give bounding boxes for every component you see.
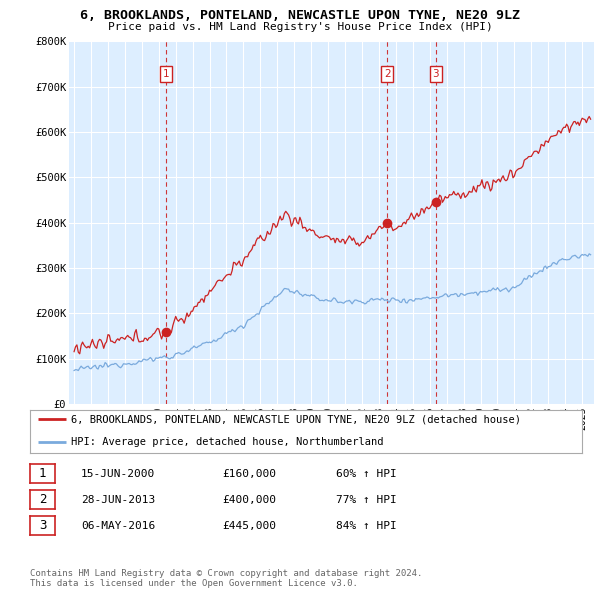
Text: 60% ↑ HPI: 60% ↑ HPI: [336, 469, 397, 478]
Text: 28-JUN-2013: 28-JUN-2013: [81, 495, 155, 504]
Text: 2: 2: [39, 493, 46, 506]
Text: 15-JUN-2000: 15-JUN-2000: [81, 469, 155, 478]
Text: £160,000: £160,000: [222, 469, 276, 478]
Text: 06-MAY-2016: 06-MAY-2016: [81, 521, 155, 530]
Text: HPI: Average price, detached house, Northumberland: HPI: Average price, detached house, Nort…: [71, 437, 384, 447]
Text: £400,000: £400,000: [222, 495, 276, 504]
Text: 84% ↑ HPI: 84% ↑ HPI: [336, 521, 397, 530]
Text: 3: 3: [433, 69, 439, 79]
Text: 3: 3: [39, 519, 46, 532]
Text: 6, BROOKLANDS, PONTELAND, NEWCASTLE UPON TYNE, NE20 9LZ: 6, BROOKLANDS, PONTELAND, NEWCASTLE UPON…: [80, 9, 520, 22]
Text: Contains HM Land Registry data © Crown copyright and database right 2024.
This d: Contains HM Land Registry data © Crown c…: [30, 569, 422, 588]
Text: 1: 1: [39, 467, 46, 480]
Text: 1: 1: [163, 69, 170, 79]
Text: Price paid vs. HM Land Registry's House Price Index (HPI): Price paid vs. HM Land Registry's House …: [107, 22, 493, 32]
Text: 6, BROOKLANDS, PONTELAND, NEWCASTLE UPON TYNE, NE20 9LZ (detached house): 6, BROOKLANDS, PONTELAND, NEWCASTLE UPON…: [71, 414, 521, 424]
Text: 2: 2: [384, 69, 391, 79]
Text: £445,000: £445,000: [222, 521, 276, 530]
Text: 77% ↑ HPI: 77% ↑ HPI: [336, 495, 397, 504]
